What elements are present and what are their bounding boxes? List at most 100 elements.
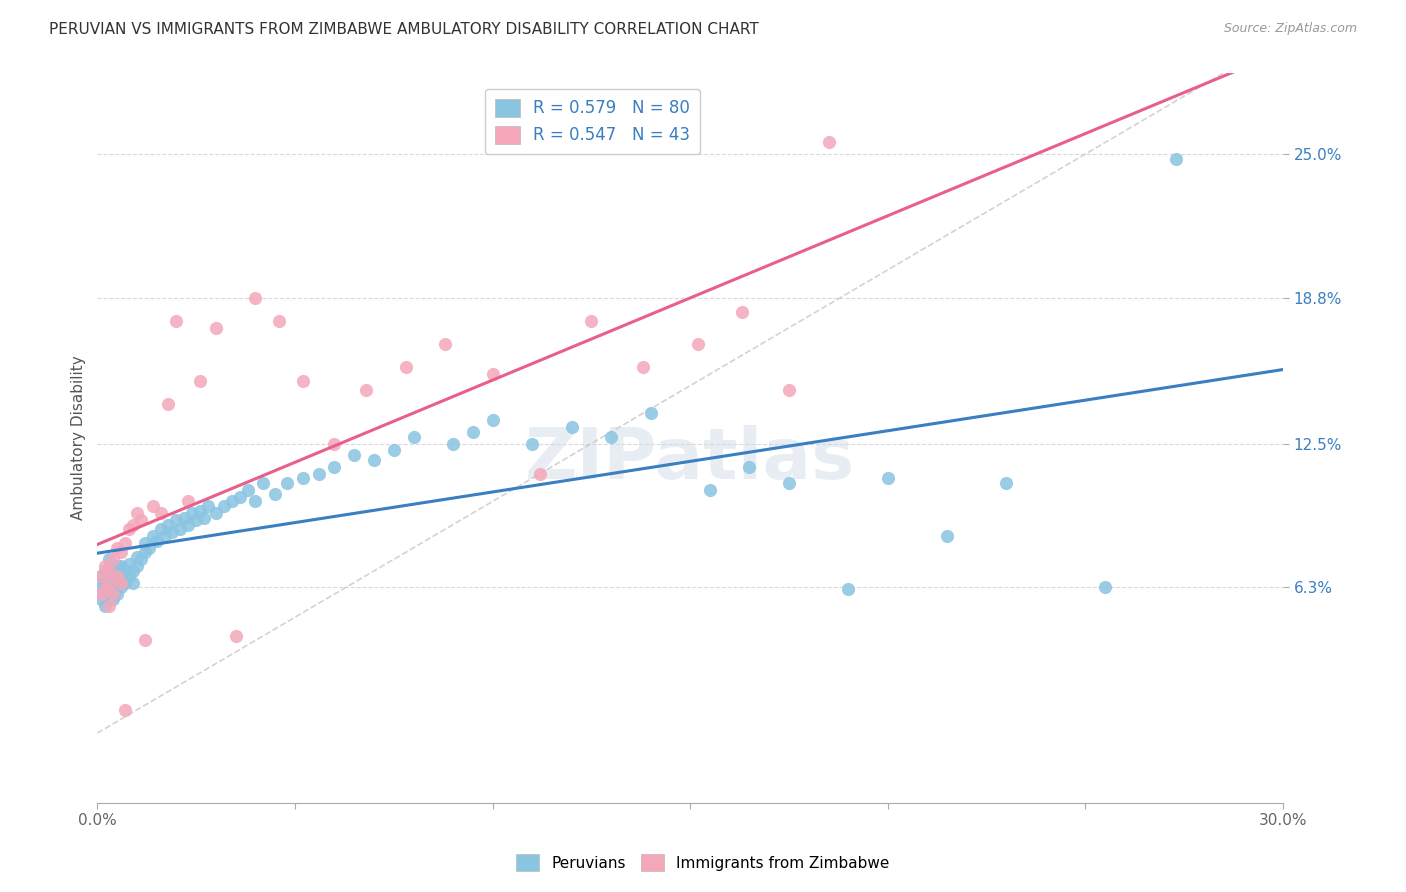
Point (94, 575, 117, 590)
Point (291, 374, 314, 388)
Legend: Peruvians, Immigrants from Zimbabwe: Peruvians, Immigrants from Zimbabwe (510, 848, 896, 877)
Point (186, 513, 208, 527)
Point (118, 568, 141, 582)
Point (363, 452, 385, 467)
Point (110, 559, 132, 574)
Point (90, 568, 112, 582)
Point (778, 384, 800, 398)
Point (157, 517, 180, 532)
Point (778, 475, 800, 490)
Point (197, 499, 219, 513)
Point (276, 475, 298, 490)
Point (118, 557, 141, 571)
Point (520, 436, 543, 450)
Point (264, 487, 287, 501)
Point (105, 559, 128, 574)
Point (640, 406, 662, 420)
Point (354, 384, 377, 398)
Point (402, 429, 425, 443)
Point (181, 506, 204, 520)
Point (105, 587, 128, 601)
Point (631, 360, 654, 375)
Point (162, 524, 184, 539)
Point (252, 475, 274, 490)
Point (688, 337, 710, 351)
Point (138, 541, 160, 555)
Point (94, 582, 117, 597)
Point (98, 575, 121, 590)
Point (221, 494, 243, 508)
Point (699, 483, 721, 497)
Point (188, 504, 211, 518)
Point (94, 559, 117, 574)
Point (153, 529, 176, 543)
Point (125, 559, 148, 574)
Point (98, 599, 121, 613)
Point (90, 580, 112, 594)
Point (323, 436, 346, 450)
Point (98, 573, 121, 587)
Point (581, 314, 603, 328)
Point (114, 575, 136, 590)
Point (114, 703, 136, 717)
Point (149, 506, 172, 520)
Point (105, 568, 128, 582)
Point (481, 367, 503, 381)
Point (98, 564, 121, 578)
Point (434, 337, 457, 351)
Point (90, 568, 112, 582)
Point (245, 291, 267, 305)
Point (529, 467, 551, 481)
Point (114, 536, 136, 550)
Point (101, 587, 124, 601)
Point (561, 420, 583, 434)
Point (125, 549, 148, 564)
Point (481, 413, 503, 427)
Point (837, 582, 859, 597)
Point (177, 517, 200, 532)
Point (94, 564, 117, 578)
Point (228, 490, 250, 504)
Point (936, 529, 959, 543)
Point (98, 587, 121, 601)
Point (134, 633, 156, 648)
Point (101, 552, 124, 566)
Point (343, 448, 366, 462)
Point (122, 517, 145, 532)
Point (98, 580, 121, 594)
Text: ZIPatlas: ZIPatlas (524, 425, 855, 494)
Point (817, 136, 839, 150)
Point (114, 564, 136, 578)
Point (308, 467, 330, 481)
Point (995, 475, 1018, 490)
Point (90, 587, 112, 601)
Point (738, 459, 761, 474)
Point (101, 591, 124, 606)
Point (90, 591, 112, 606)
Point (122, 564, 145, 578)
Point (157, 397, 180, 411)
Point (876, 471, 898, 485)
Point (461, 425, 484, 439)
Point (110, 545, 132, 559)
Point (101, 575, 124, 590)
Point (269, 314, 291, 328)
Point (205, 320, 228, 334)
Point (110, 575, 132, 590)
Point (98, 552, 121, 566)
Point (94, 599, 117, 613)
Point (225, 629, 247, 643)
Point (134, 536, 156, 550)
Point (98, 564, 121, 578)
Point (165, 314, 187, 328)
Point (173, 510, 195, 524)
Point (245, 494, 267, 508)
Point (441, 436, 464, 450)
Point (142, 499, 165, 513)
Point (142, 529, 165, 543)
Point (291, 471, 314, 485)
Legend: R = 0.579   N = 80, R = 0.547   N = 43: R = 0.579 N = 80, R = 0.547 N = 43 (485, 88, 700, 154)
Point (129, 513, 152, 527)
Point (169, 522, 191, 536)
Point (101, 568, 124, 582)
